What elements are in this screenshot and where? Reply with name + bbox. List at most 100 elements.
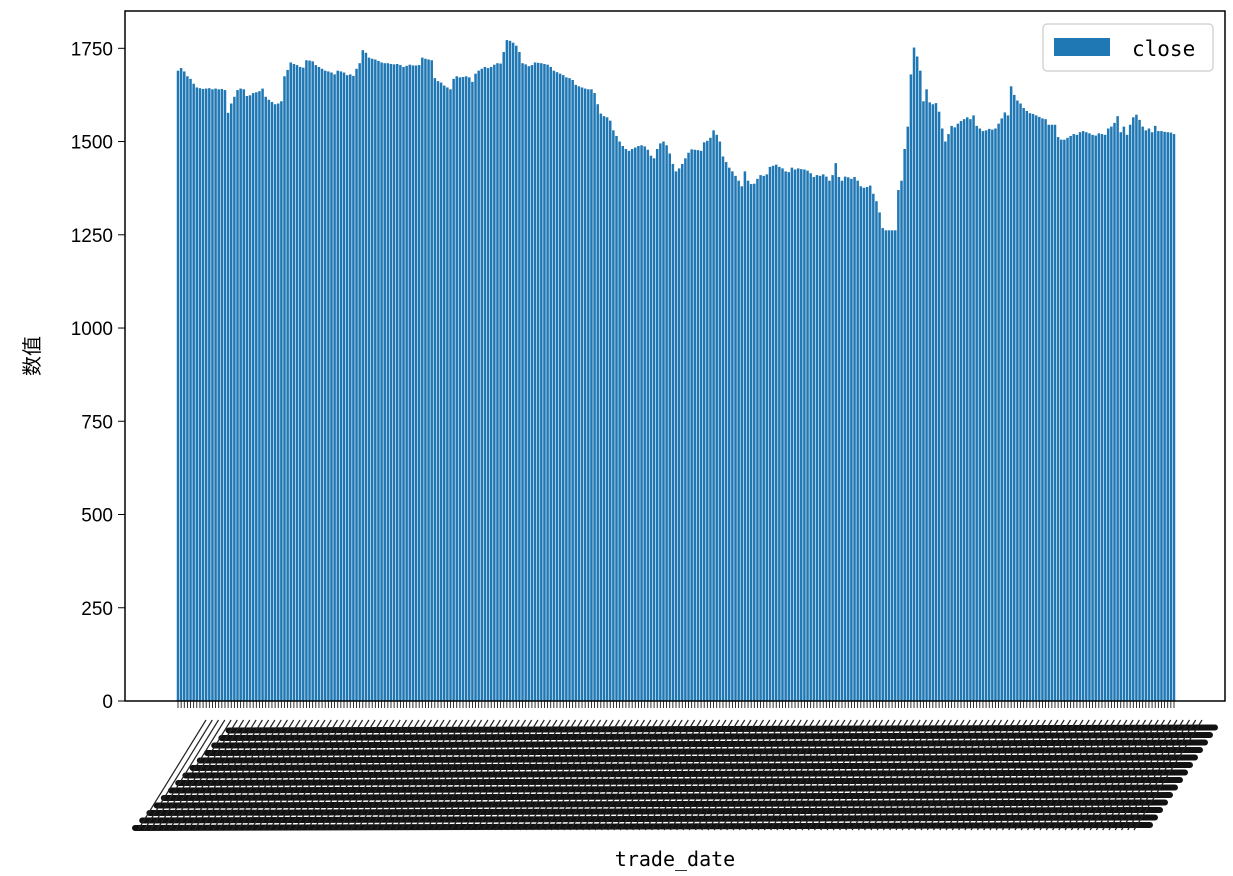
x-tick-label-stroke	[1070, 719, 1140, 831]
x-tick-label-stroke	[388, 719, 458, 831]
bar	[395, 63, 399, 701]
bar	[320, 68, 324, 701]
x-tick-label-stroke	[970, 719, 1040, 831]
bar	[1044, 119, 1047, 701]
bar	[204, 88, 208, 701]
bar	[643, 146, 646, 701]
bar	[1088, 133, 1091, 702]
bar	[903, 149, 906, 701]
x-tick-label-stroke	[607, 719, 677, 831]
bar	[176, 70, 180, 702]
bar	[370, 58, 374, 702]
bar	[446, 87, 449, 701]
x-tick-label-smear	[196, 754, 1198, 764]
x-tick-label-stroke	[1127, 719, 1197, 831]
bar	[1034, 115, 1038, 702]
bar	[624, 149, 628, 701]
x-tick-label-stroke	[1033, 719, 1103, 831]
bar	[220, 88, 224, 701]
x-tick-label-stroke	[958, 719, 1028, 831]
x-tick-label-stroke	[1058, 719, 1128, 831]
bar	[868, 185, 872, 702]
x-tick-label-stroke	[181, 719, 251, 831]
bar	[1103, 134, 1107, 701]
x-tick-label-stroke	[738, 719, 808, 831]
bar	[574, 84, 578, 702]
bar	[875, 201, 878, 701]
y-tick-label: 250	[81, 599, 113, 620]
bar	[1016, 100, 1019, 701]
bar	[477, 70, 480, 702]
bar	[349, 74, 352, 701]
bar	[677, 168, 681, 701]
x-tick-label-stroke	[413, 719, 483, 831]
x-tick-label-stroke	[300, 719, 370, 831]
bar	[1003, 112, 1007, 701]
bar	[242, 89, 246, 701]
x-tick-label-stroke	[237, 719, 307, 831]
bar	[944, 141, 947, 702]
bar	[286, 69, 289, 702]
bar	[649, 155, 653, 701]
bar	[818, 175, 822, 702]
bar	[959, 121, 963, 701]
bar	[994, 128, 997, 702]
bar	[909, 74, 913, 701]
x-tick-label-stroke	[381, 719, 451, 831]
bar	[295, 65, 299, 701]
bar	[502, 52, 505, 701]
x-tick-label-stroke	[513, 719, 583, 831]
x-tick-label-stroke	[419, 719, 489, 831]
bar	[399, 65, 402, 701]
x-tick-label-stroke	[926, 719, 996, 831]
x-tick-label-stroke	[876, 719, 946, 831]
bar	[377, 60, 380, 702]
bar	[922, 101, 925, 701]
bar	[1000, 118, 1003, 702]
x-axis-label: trade_date	[615, 847, 735, 871]
bar	[893, 230, 897, 701]
x-tick-label-stroke	[782, 719, 852, 831]
bar	[1110, 126, 1113, 702]
x-tick-label-stroke	[156, 719, 226, 831]
x-tick-label-stroke	[757, 719, 827, 831]
x-tick-label-stroke	[895, 719, 965, 831]
bar	[355, 68, 358, 701]
bar	[862, 187, 866, 702]
bar	[1100, 134, 1104, 701]
bar	[198, 88, 202, 701]
bar	[1094, 135, 1097, 701]
bar	[323, 70, 327, 702]
x-tick-label-stroke	[532, 719, 602, 831]
bar	[367, 57, 371, 702]
bar	[211, 89, 214, 701]
x-tick-label-stroke	[275, 719, 345, 831]
bar	[721, 156, 725, 701]
bar	[311, 61, 314, 702]
bar	[1031, 113, 1035, 701]
bar	[1050, 124, 1054, 701]
x-tick-label-stroke	[1014, 719, 1084, 831]
bar	[671, 163, 675, 702]
bar	[1166, 132, 1169, 702]
bar	[1119, 132, 1123, 702]
bar	[549, 66, 552, 701]
bar	[255, 92, 258, 701]
x-tick-label-stroke	[294, 719, 364, 831]
bar	[439, 82, 443, 702]
bar	[587, 89, 590, 701]
bar	[280, 101, 283, 701]
bar	[699, 150, 703, 702]
bar	[1138, 119, 1141, 701]
bar	[850, 178, 853, 702]
bar	[828, 180, 831, 701]
x-tick-label-stroke	[475, 719, 545, 831]
bar	[912, 47, 916, 702]
x-tick-label-stroke	[688, 719, 758, 831]
bar	[803, 169, 806, 701]
bar	[1038, 116, 1041, 702]
bar	[283, 76, 286, 701]
bar	[552, 70, 556, 702]
x-tick-label-smear	[211, 739, 1208, 749]
